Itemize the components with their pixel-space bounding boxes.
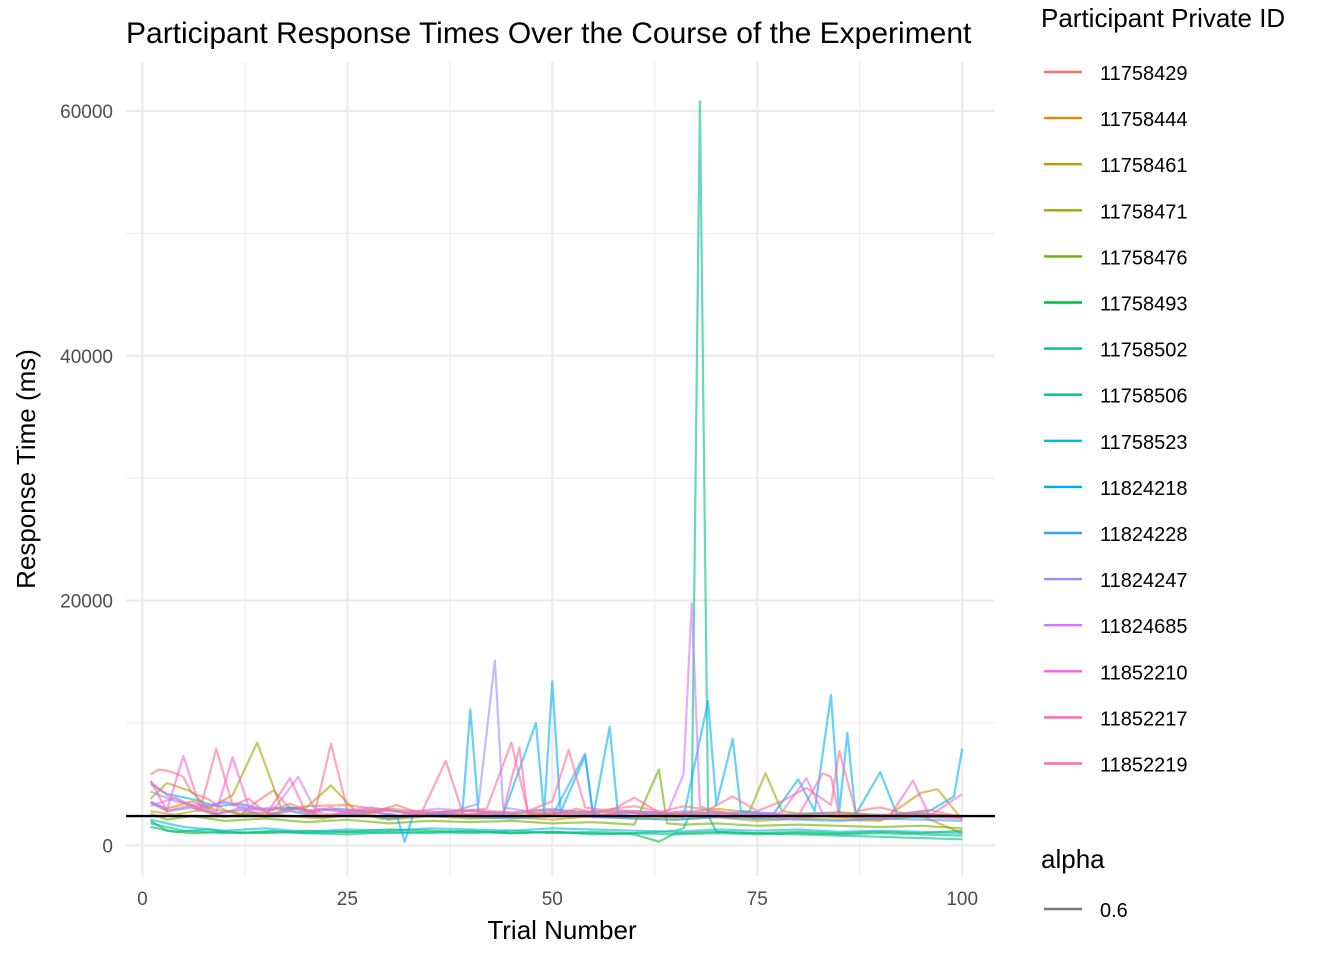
legend-label-11824228: 11824228: [1100, 524, 1188, 546]
series-line-11758506: [150, 100, 963, 841]
series-line-11852219: [149, 741, 963, 819]
legend-label-11758493: 11758493: [1100, 294, 1188, 316]
axis-ticks: 0 25 50 75 100 0 20000 40000 60000: [60, 102, 978, 910]
series-line-11852217: [149, 746, 963, 820]
series-lines: [149, 100, 964, 843]
legend-label-11758461: 11758461: [1100, 155, 1188, 177]
legend-label-11824218: 11824218: [1100, 478, 1188, 500]
alpha-legend-title: alpha: [1041, 844, 1105, 874]
series-line-11758523: [150, 818, 963, 835]
series-line-11824228: [150, 752, 963, 823]
y-tick-label: 40000: [60, 347, 113, 368]
legend-label-11758444: 11758444: [1100, 109, 1188, 131]
y-tick-label: 20000: [60, 592, 113, 613]
plot-gridlines: [126, 62, 995, 876]
x-tick-label: 50: [542, 889, 563, 910]
legend-label-11758471: 11758471: [1100, 201, 1188, 223]
y-axis-label: Response Time (ms): [11, 349, 41, 589]
legend-title: Participant Private ID: [1041, 3, 1285, 33]
legend: Participant Private ID 11758429117584441…: [1041, 3, 1285, 922]
legend-label-11852210: 11852210: [1100, 662, 1188, 684]
x-axis-label: Trial Number: [487, 915, 637, 945]
x-tick-label: 0: [137, 889, 148, 910]
legend-label-11758506: 11758506: [1100, 386, 1188, 408]
legend-label-11824685: 11824685: [1100, 616, 1188, 638]
legend-label-11852217: 11852217: [1100, 708, 1188, 730]
x-tick-label: 25: [337, 889, 358, 910]
legend-label-11758476: 11758476: [1100, 247, 1188, 269]
y-tick-label: 60000: [60, 102, 113, 123]
legend-items: 11758429 11758444 11758461 11758471 11758476…: [1044, 63, 1188, 777]
chart-title: Participant Response Times Over the Cour…: [126, 17, 972, 50]
legend-label-11758523: 11758523: [1100, 432, 1188, 454]
x-tick-label: 75: [747, 889, 768, 910]
legend-label-11758502: 11758502: [1100, 340, 1188, 362]
legend-label-11852219: 11852219: [1100, 755, 1188, 777]
y-tick-label: 0: [102, 836, 113, 857]
legend-label-11824247: 11824247: [1100, 570, 1188, 592]
alpha-legend-label: 0.6: [1100, 900, 1128, 922]
series-line-11758476: [150, 768, 963, 830]
legend-label-11758429: 11758429: [1100, 63, 1188, 85]
x-tick-label: 100: [946, 889, 978, 910]
